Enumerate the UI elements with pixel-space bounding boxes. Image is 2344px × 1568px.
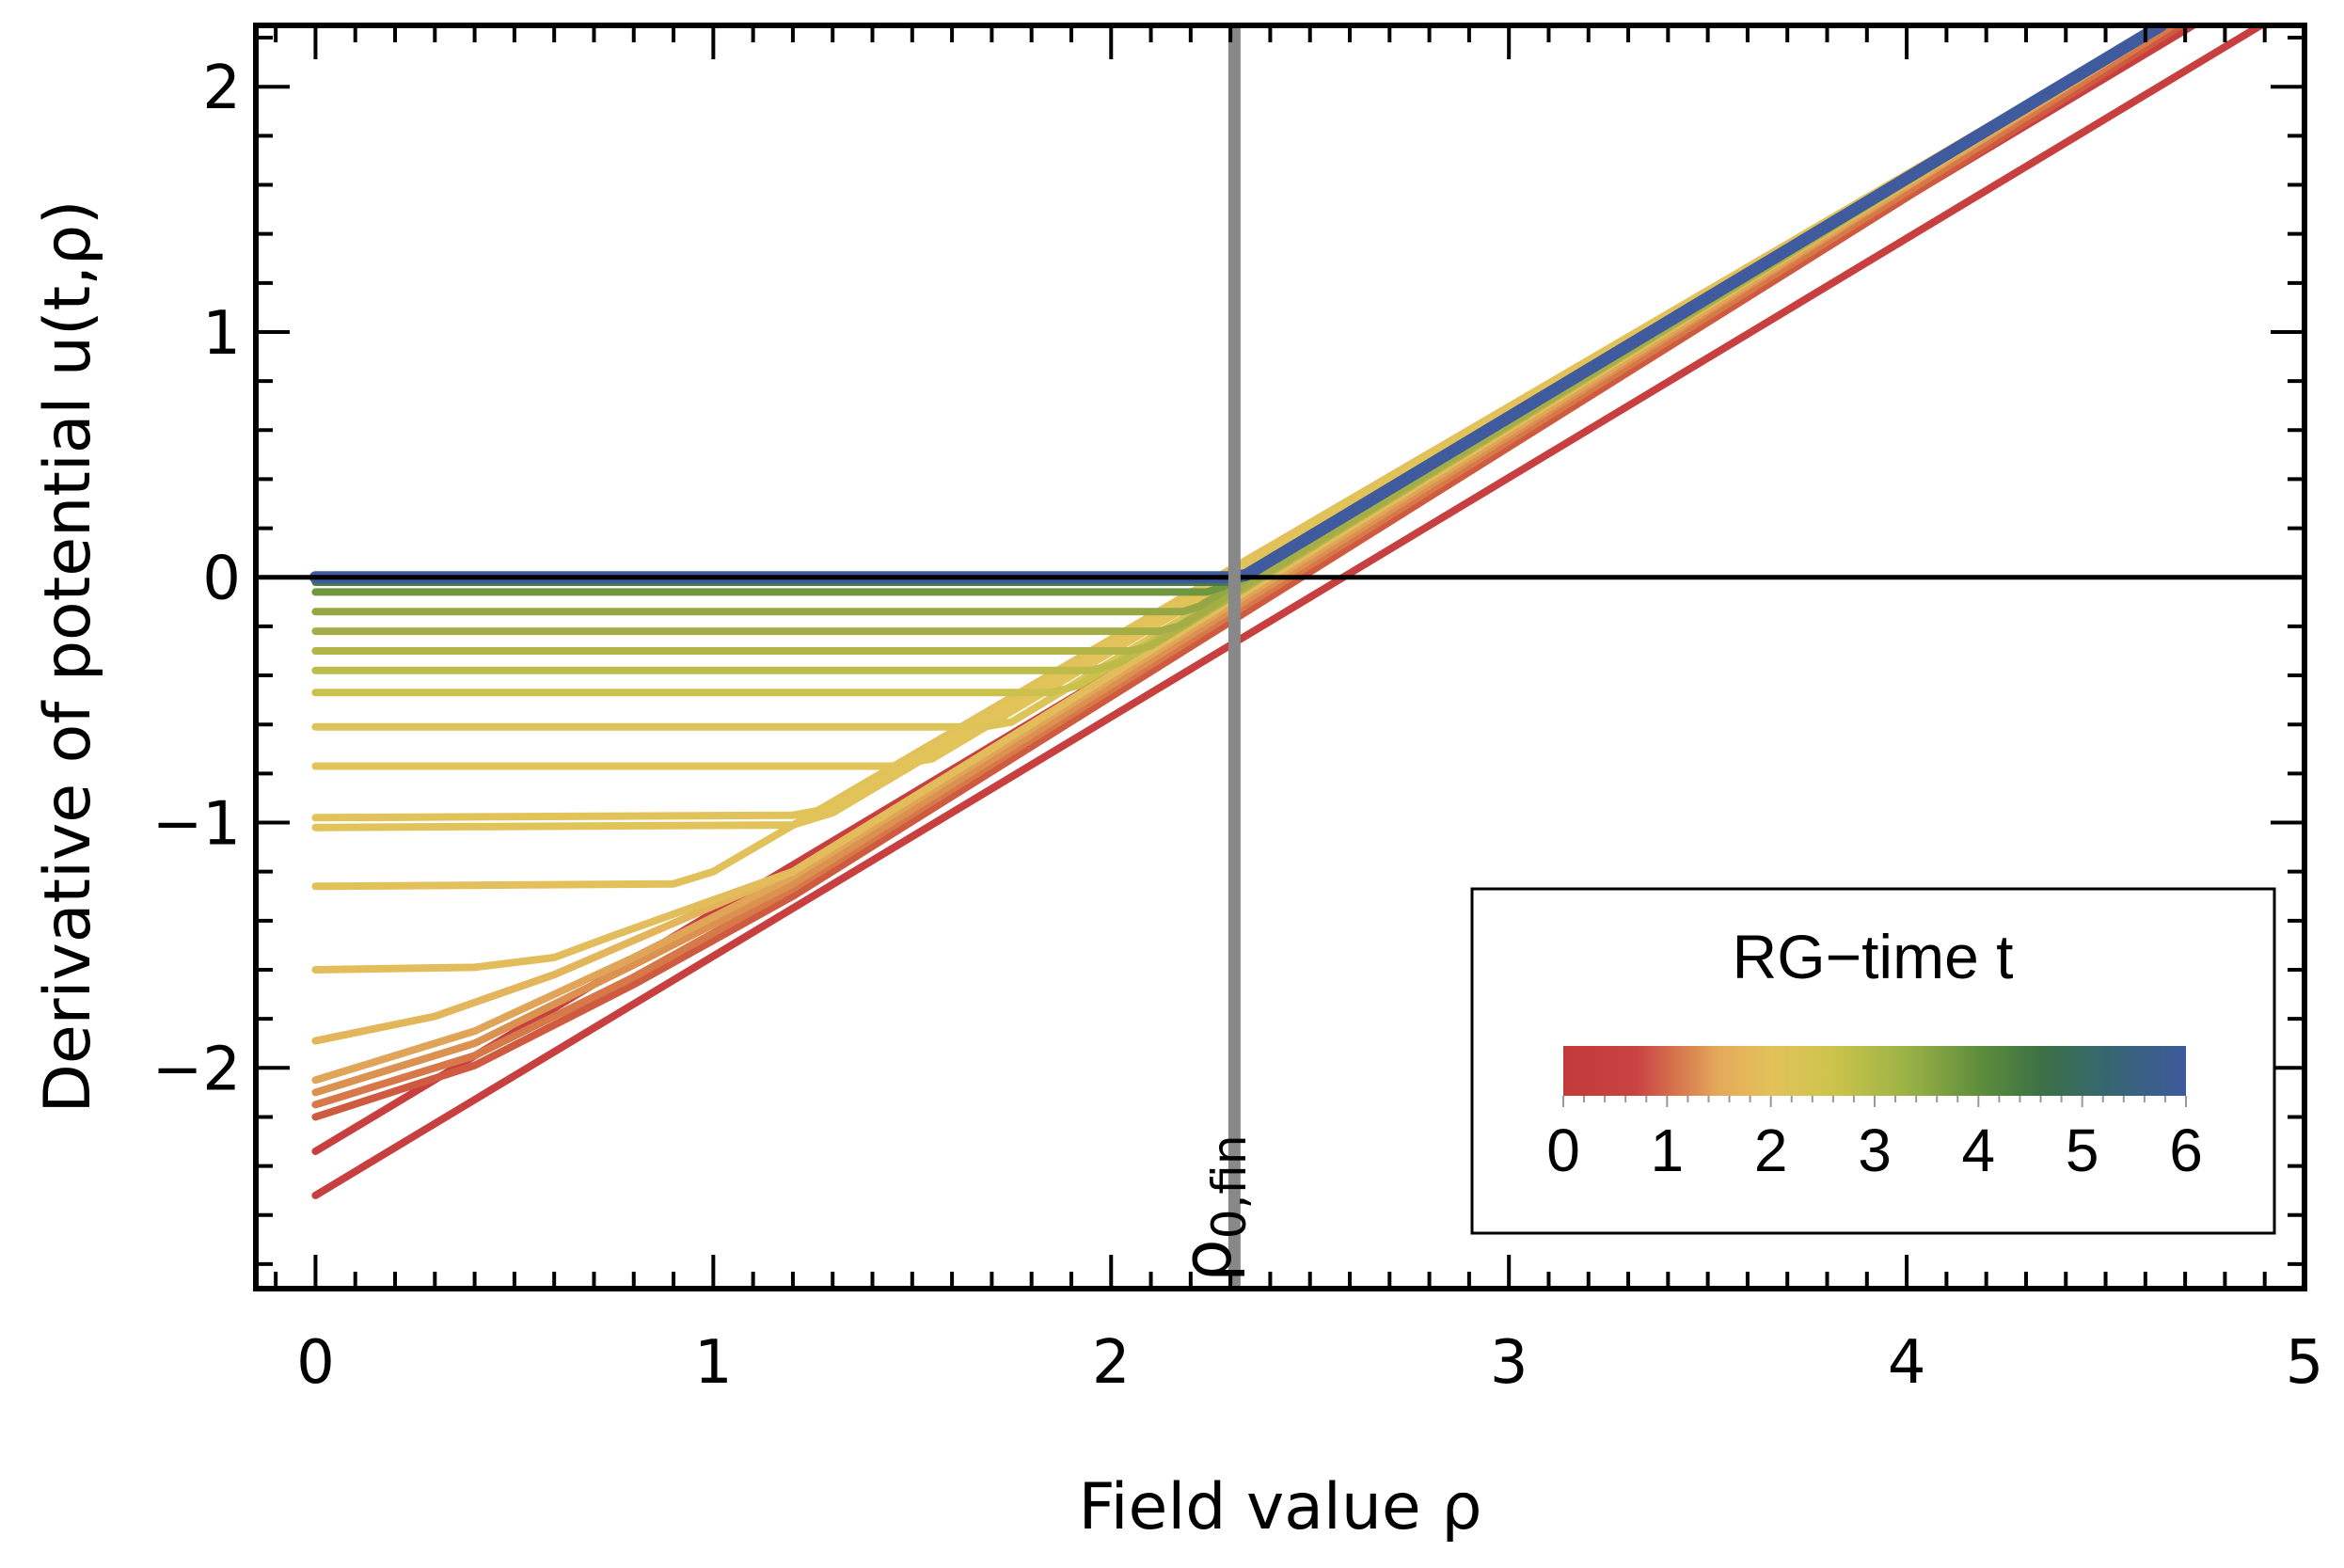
- axis-ticks: [256, 25, 2306, 1289]
- colorbar-tick-label-0: 0: [1546, 1117, 1580, 1184]
- colorbar-tick-label-3: 3: [1858, 1117, 1892, 1184]
- colorbar: [1563, 1046, 2186, 1096]
- y-tick-label-1: −1: [152, 790, 241, 860]
- y-tick-label-2: 0: [202, 545, 241, 614]
- series-line-4: [311, 25, 2169, 1097]
- y-tick-label-4: 2: [202, 54, 241, 123]
- series-line-10: [311, 25, 2165, 822]
- rho-fin-label: ρ0,fin: [1167, 1134, 1257, 1282]
- rho-fin-label-main: ρ: [1167, 1239, 1246, 1282]
- series-line-3: [311, 25, 2178, 1109]
- x-tick-label-4: 4: [1888, 1328, 1926, 1398]
- axis-labels: 0 1 2 3 4 5 −2 −1 0 1 2: [152, 54, 2324, 1398]
- colorbar-ticks: 0 1 2 3 4 5 6: [1546, 1096, 2203, 1184]
- x-tick-label-1: 1: [694, 1328, 733, 1398]
- series-line-2: [311, 25, 2185, 1121]
- y-tick-label-0: −2: [152, 1035, 241, 1104]
- y-tick-label-3: 1: [202, 299, 241, 369]
- x-tick-label-0: 0: [296, 1328, 335, 1398]
- legend: RG−time t 0 1 2 3 4 5 6: [1470, 887, 2276, 1235]
- x-tick-label-3: 3: [1490, 1328, 1528, 1398]
- rho-fin-label-sub: 0,fin: [1202, 1134, 1257, 1239]
- colorbar-tick-label-2: 2: [1754, 1117, 1788, 1184]
- x-tick-label-5: 5: [2286, 1328, 2324, 1398]
- legend-title: RG−time t: [1733, 922, 2014, 991]
- series-line-0: [311, 25, 2265, 1199]
- series-line-7: [311, 25, 2165, 974]
- plot-frame: [253, 23, 2307, 1291]
- reference-lines: [256, 25, 2304, 1289]
- x-axis-title: Field value ρ: [1078, 1470, 1481, 1544]
- series-layer: [309, 25, 2265, 1199]
- y-axis-title: Derivative of potential u(t,ρ): [31, 199, 105, 1113]
- colorbar-tick-label-1: 1: [1651, 1117, 1685, 1184]
- colorbar-tick-label-4: 4: [1962, 1117, 1996, 1184]
- colorbar-tick-label-5: 5: [2066, 1117, 2099, 1184]
- x-tick-label-2: 2: [1092, 1328, 1131, 1398]
- colorbar-tick-label-6: 6: [2169, 1117, 2203, 1184]
